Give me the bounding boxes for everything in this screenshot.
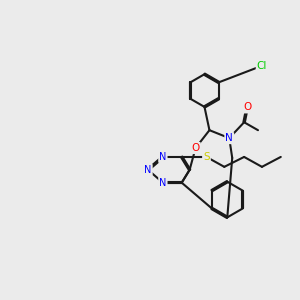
Text: O: O (191, 143, 200, 153)
Text: Cl: Cl (257, 61, 267, 71)
Text: N: N (225, 133, 233, 143)
Text: N: N (159, 152, 167, 162)
Text: N: N (159, 178, 167, 188)
Text: S: S (203, 152, 210, 162)
Text: O: O (243, 102, 251, 112)
Text: N: N (144, 165, 152, 175)
